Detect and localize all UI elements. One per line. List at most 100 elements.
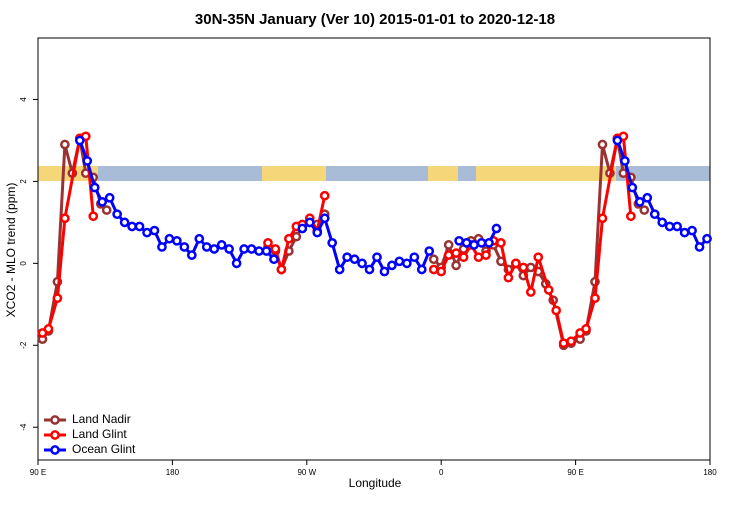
legend-marker — [50, 415, 60, 425]
data-point — [473, 252, 484, 263]
x-tick-label: 90 E — [30, 468, 46, 477]
data-point — [469, 240, 479, 250]
data-point — [664, 221, 675, 232]
data-point — [261, 246, 272, 256]
data-point — [304, 217, 315, 228]
data-point — [127, 221, 137, 232]
data-point — [194, 233, 205, 244]
data-point — [639, 205, 650, 215]
data-point — [312, 227, 323, 238]
data-point — [428, 264, 439, 275]
data-point — [119, 217, 130, 228]
data-point — [157, 242, 167, 252]
data-point — [134, 221, 145, 232]
data-point — [451, 260, 461, 271]
legend-label: Land Nadir — [72, 412, 131, 426]
data-point — [443, 240, 454, 250]
data-point — [172, 235, 182, 246]
y-tick-label: -4 — [19, 423, 28, 431]
data-point — [387, 260, 397, 271]
data-point — [284, 233, 294, 244]
data-point — [525, 287, 536, 297]
data-point — [543, 285, 554, 295]
data-point — [246, 244, 257, 254]
data-point — [97, 197, 108, 207]
data-point — [458, 252, 469, 263]
data-point — [52, 293, 63, 304]
data-point — [112, 209, 122, 220]
data-point — [327, 238, 338, 248]
plot-frame — [37, 37, 711, 461]
data-point — [551, 305, 562, 316]
data-point — [270, 244, 281, 254]
x-tick-label: 180 — [166, 468, 180, 477]
data-point — [379, 266, 390, 277]
data-point — [424, 246, 435, 256]
land-band — [262, 166, 326, 181]
data-point — [209, 244, 220, 254]
data-point — [702, 233, 712, 244]
y-tick-label: 2 — [19, 179, 28, 184]
data-point — [164, 233, 175, 244]
data-point — [672, 221, 682, 232]
legend-label: Ocean Glint — [72, 442, 136, 456]
data-point — [597, 139, 608, 150]
data-point — [503, 272, 514, 283]
y-axis-label: XCO2 - MLO trend (ppm) — [4, 183, 18, 318]
land-band — [428, 166, 458, 181]
data-point — [642, 192, 653, 203]
data-point — [231, 258, 242, 269]
data-point — [476, 238, 487, 248]
chart-title: 30N-35N January (Ver 10) 2015-01-01 to 2… — [195, 11, 555, 28]
data-point — [634, 197, 645, 207]
y-tick-label: 4 — [19, 97, 28, 102]
data-point — [416, 264, 427, 275]
x-tick-label: 90 W — [297, 468, 316, 477]
data-point — [319, 213, 330, 224]
data-point — [590, 293, 600, 304]
data-point — [263, 238, 273, 248]
data-point — [597, 213, 608, 224]
data-point — [319, 190, 330, 201]
legend-marker — [50, 445, 60, 455]
data-point — [297, 223, 308, 234]
data-point — [491, 223, 502, 234]
data-point — [525, 262, 536, 273]
data-point — [581, 324, 591, 334]
data-point — [566, 336, 576, 347]
data-point — [74, 135, 85, 146]
data-point — [687, 225, 697, 236]
land-ocean-mask — [38, 166, 710, 181]
legend-label: Land Glint — [72, 427, 127, 441]
data-point — [276, 264, 287, 275]
data-point — [436, 266, 447, 277]
data-point — [224, 244, 234, 254]
data-point — [461, 238, 472, 248]
x-tick-label: 180 — [703, 468, 717, 477]
data-point — [201, 242, 212, 252]
data-point — [402, 258, 412, 269]
data-point — [342, 252, 352, 263]
data-point — [357, 258, 367, 269]
data-point — [612, 135, 623, 146]
data-point — [518, 262, 529, 273]
data-point — [43, 324, 54, 334]
data-point — [149, 225, 160, 236]
land-band — [476, 166, 616, 181]
data-point — [60, 213, 70, 224]
data-point — [291, 231, 302, 242]
y-tick-label: -2 — [19, 341, 28, 349]
data-point — [496, 238, 506, 248]
x-tick-label: 0 — [439, 468, 444, 477]
data-point — [511, 258, 521, 269]
data-point — [657, 217, 668, 228]
data-point — [649, 209, 660, 220]
data-point — [409, 252, 420, 263]
legend-marker — [50, 430, 60, 440]
data-point — [484, 238, 494, 248]
data-point — [394, 256, 405, 267]
data-point — [254, 246, 264, 256]
data-point — [694, 242, 705, 252]
